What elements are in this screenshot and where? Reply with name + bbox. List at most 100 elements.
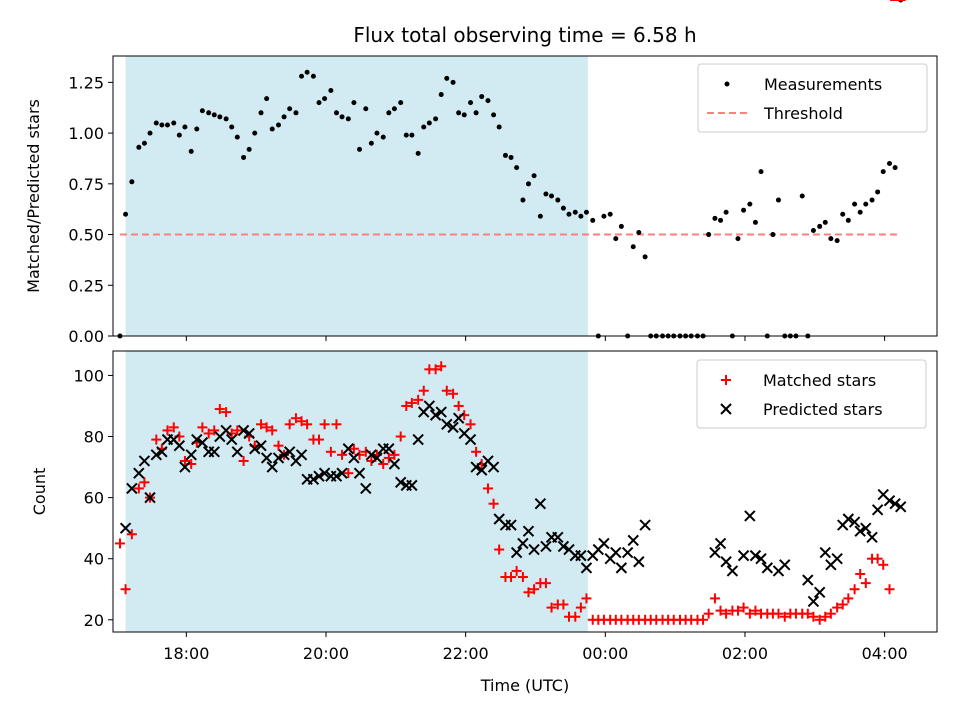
- top-legend-box: [697, 63, 928, 133]
- predicted-star-point: [464, 433, 477, 446]
- measurement-point: [723, 209, 729, 215]
- matched-star-point: [546, 602, 557, 613]
- predicted-star-point: [871, 504, 884, 516]
- measurement-point: [485, 98, 491, 104]
- measurement-point: [164, 122, 170, 128]
- matched-star-point: [471, 446, 482, 457]
- predicted-star-point: [406, 479, 418, 492]
- matched-star-point: [448, 388, 459, 399]
- predicted-star-point: [313, 470, 325, 482]
- predicted-star-point: [348, 452, 360, 464]
- predicted-star-point: [726, 565, 739, 577]
- matched-star-point: [395, 431, 406, 442]
- predicted-star-point: [610, 546, 622, 559]
- predicted-star-point: [475, 464, 488, 476]
- measurement-point: [380, 134, 386, 140]
- matched-star-point: [453, 400, 464, 411]
- predicted-star-point: [173, 439, 186, 452]
- legend-measurements-label: Measurements: [764, 75, 882, 94]
- predicted-star-point: [470, 461, 482, 473]
- matched-star-point: [209, 425, 220, 436]
- predicted-star-point: [854, 525, 866, 537]
- predicted-star-point: [779, 559, 791, 571]
- y-tick-label: 20: [84, 611, 104, 630]
- measurement-point: [299, 73, 305, 79]
- matched-star-point: [715, 605, 726, 616]
- measurement-point: [217, 114, 223, 120]
- measurement-point: [426, 120, 432, 126]
- measurement-point: [351, 100, 357, 106]
- measurement-point: [531, 173, 537, 179]
- predicted-star-point: [388, 458, 401, 470]
- measurement-point: [880, 169, 886, 175]
- matched-star-point: [581, 593, 592, 604]
- measurement-point: [618, 223, 624, 229]
- measurement-point: [199, 108, 205, 114]
- measurement-point: [735, 236, 741, 242]
- predicted-star-point: [802, 574, 814, 586]
- matched-star-point: [506, 572, 517, 583]
- measurement-point: [339, 114, 345, 120]
- predicted-star-point: [249, 443, 261, 455]
- measurement-point: [322, 96, 328, 102]
- predicted-star-point: [318, 467, 331, 479]
- measurement-point: [543, 191, 549, 197]
- measurement-point: [502, 152, 508, 158]
- matched-star-point: [139, 477, 150, 488]
- matched-star-point: [558, 599, 569, 610]
- predicted-star-point: [266, 461, 278, 473]
- measurement-point: [357, 146, 363, 152]
- predicted-star-point: [272, 452, 285, 464]
- measurement-point: [398, 100, 404, 106]
- measurement-point: [810, 227, 816, 233]
- y-tick-label: 0.50: [68, 226, 104, 245]
- measurement-point: [386, 110, 392, 116]
- predicted-star-point: [330, 470, 343, 482]
- matched-star-point: [284, 419, 295, 430]
- measurement-point: [176, 132, 182, 138]
- measurement-point: [706, 232, 712, 238]
- matched-star-point: [872, 553, 883, 564]
- measurement-point: [444, 75, 450, 81]
- predicted-star-point: [185, 449, 197, 461]
- measurement-point: [741, 207, 747, 213]
- y-tick-label: 80: [84, 428, 104, 447]
- measurement-point: [496, 124, 502, 130]
- predicted-star-point: [208, 446, 220, 458]
- matched-star-point: [837, 599, 848, 610]
- measurement-point: [328, 87, 334, 93]
- matched-star-point: [849, 584, 860, 595]
- matched-star-point: [267, 425, 278, 436]
- predicted-star-point: [517, 537, 529, 550]
- measurement-point: [560, 205, 566, 211]
- matched-star-point: [203, 428, 214, 439]
- matched-star-point: [884, 584, 895, 595]
- matched-star-point: [825, 608, 836, 619]
- measurement-point: [468, 100, 474, 106]
- predicted-star-point: [138, 455, 151, 467]
- measurement-point: [188, 148, 194, 154]
- predicted-star-point: [813, 586, 826, 599]
- measurement-point: [345, 116, 351, 122]
- measurement-points: [117, 0, 904, 339]
- matched-star-point: [808, 611, 819, 622]
- predicted-star-point: [534, 498, 547, 510]
- predicted-star-point: [307, 473, 320, 485]
- predicted-star-point: [371, 452, 383, 464]
- top-y-ticks: 0.00 0.25 0.50 0.75 1.00 1.25: [68, 73, 113, 346]
- legend-predicted-marker: [720, 403, 732, 415]
- predicted-star-point: [447, 421, 459, 434]
- legend-matched-label: Matched stars: [763, 371, 876, 390]
- measurement-point: [129, 179, 135, 185]
- panel-bottom: 20 40 60 80 100 18:00 20:00 22:00 00:00 02:00 04:…: [30, 0, 938, 695]
- measurement-point: [520, 197, 526, 203]
- predicted-star-point: [243, 427, 255, 440]
- predicted-star-point: [353, 467, 366, 479]
- predicted-star-point: [819, 546, 831, 559]
- predicted-star-point: [365, 449, 378, 461]
- predicted-star-point: [737, 549, 750, 562]
- top-y-axis-label: Matched/Predicted stars: [24, 99, 43, 293]
- measurement-point: [642, 254, 648, 260]
- measurement-point: [869, 197, 875, 203]
- predicted-star-point: [412, 433, 424, 446]
